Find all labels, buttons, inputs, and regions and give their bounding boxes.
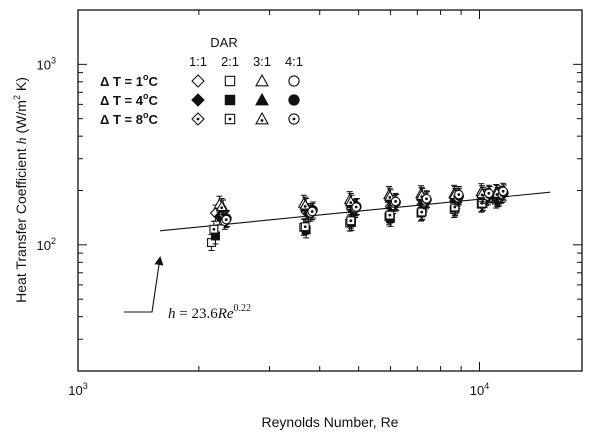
data-point-square-dot [303, 225, 307, 229]
legend-marker-square [224, 75, 236, 87]
legend-marker-triangle [255, 92, 269, 106]
legend-marker-square-dot [228, 117, 232, 121]
legend-marker-circle-dot [292, 117, 296, 121]
legend-row-label: Δ T = 1oC [100, 72, 158, 89]
x-axis-title: Reynolds Number, Re [262, 414, 399, 430]
legend-marker-triangle [255, 111, 269, 125]
legend-marker-diamond [191, 93, 205, 107]
data-point-triangle [299, 198, 312, 210]
data-point-square-dot [212, 227, 216, 231]
data-point-circle-dot [457, 193, 461, 196]
legend-column-label: 4:1 [285, 54, 303, 69]
legend-marker-square [224, 94, 236, 106]
data-point-circle-dot [487, 191, 491, 195]
y-axis-title: Heat Transfer Coefficient h (W/m2 K) [12, 77, 30, 303]
data-point-triangle-dot [480, 193, 484, 197]
data-point-square-dot [420, 210, 424, 214]
data-point-triangle [344, 195, 357, 206]
y-tick-label: 103 [37, 55, 56, 72]
data-point-circle-dot [394, 200, 397, 203]
data-point-triangle-dot [388, 196, 392, 199]
axis-tick-labels: 103 104 102 103 [37, 55, 490, 398]
data-point-circle-dot [354, 205, 358, 209]
legend-title: DAR [210, 35, 237, 50]
legend-marker-triangle [255, 73, 269, 87]
legend-marker-triangle-dot [260, 119, 264, 122]
data-points [207, 182, 509, 252]
legend-column-label: 1:1 [189, 54, 207, 69]
x-tick-label: 104 [470, 381, 489, 398]
data-point-circle-dot [425, 197, 428, 201]
legend-marker-circle [288, 94, 300, 106]
legend-marker-circle [288, 75, 300, 87]
data-point-triangle-dot [220, 206, 224, 210]
data-point-triangle-dot [303, 204, 307, 208]
legend: DAR 1:1 2:1 3:1 4:1 Δ T = 1oC Δ T = 4oC Δ T =… [100, 35, 303, 127]
legend-marker-diamond [191, 74, 205, 88]
fit-annotation-arrow [124, 256, 164, 313]
x-tick-label: 103 [68, 381, 87, 398]
data-point-square-dot [388, 213, 392, 217]
legend-column-label: 2:1 [221, 54, 239, 69]
data-point-square-dot [349, 219, 353, 223]
data-point-triangle-dot [349, 201, 353, 205]
legend-column-label: 3:1 [253, 54, 271, 69]
axis-ticks [77, 9, 582, 372]
legend-marker-diamond-dot [196, 117, 200, 121]
data-point-triangle [215, 200, 228, 212]
legend-row-label: Δ T = 8oC [100, 110, 158, 127]
legend-row-label: Δ T = 4oC [100, 91, 158, 108]
data-point-circle-dot [224, 218, 228, 221]
data-point-circle-dot [310, 210, 314, 213]
y-tick-label: 102 [37, 236, 56, 253]
data-point-circle-dot [501, 189, 505, 193]
fit-equation-label: h = 23.6Re0.22 [168, 303, 251, 322]
